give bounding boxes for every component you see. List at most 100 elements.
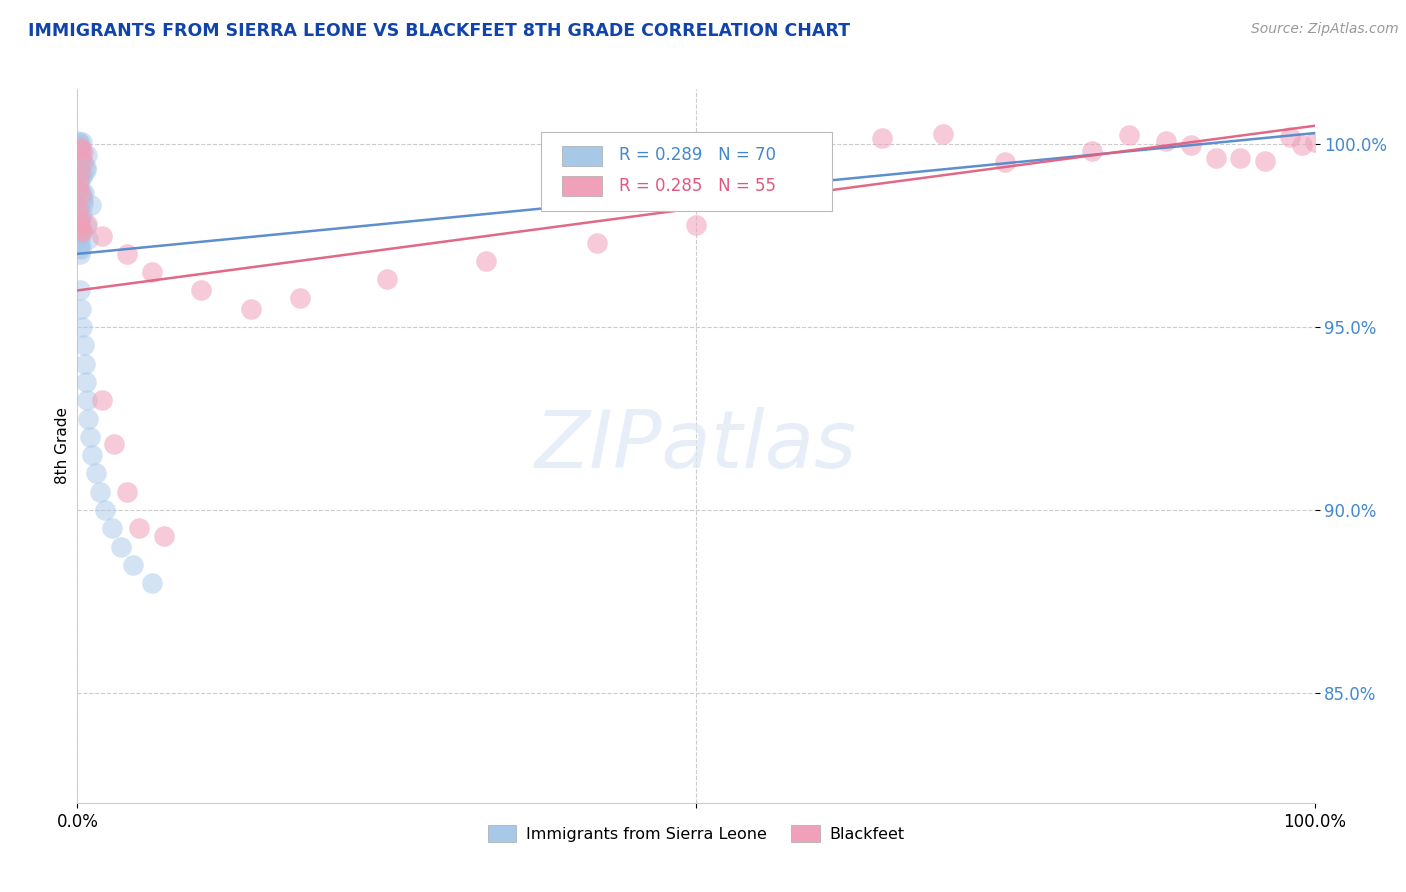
Point bbox=[67, 153, 90, 168]
Point bbox=[75, 162, 97, 177]
Point bbox=[1303, 135, 1326, 149]
Point bbox=[69, 166, 91, 180]
Point bbox=[76, 393, 98, 408]
Point bbox=[72, 169, 94, 184]
Point bbox=[67, 211, 90, 225]
Point bbox=[66, 192, 89, 206]
Point bbox=[77, 411, 100, 425]
Point bbox=[72, 167, 94, 181]
Text: R = 0.285   N = 55: R = 0.285 N = 55 bbox=[619, 177, 776, 194]
Point bbox=[288, 291, 311, 305]
Point bbox=[69, 140, 91, 154]
Point bbox=[72, 193, 94, 207]
Point bbox=[67, 186, 90, 200]
Point bbox=[76, 147, 98, 161]
Point bbox=[89, 484, 111, 499]
Point bbox=[67, 136, 90, 151]
Point bbox=[69, 219, 91, 234]
Point bbox=[67, 227, 90, 242]
Point bbox=[69, 198, 91, 212]
Point bbox=[69, 148, 91, 162]
Point bbox=[75, 375, 97, 389]
Point bbox=[69, 165, 91, 179]
Point bbox=[67, 178, 90, 192]
Point bbox=[69, 214, 91, 228]
Point bbox=[73, 357, 96, 371]
Point bbox=[69, 153, 91, 168]
Point bbox=[685, 218, 707, 232]
Point bbox=[72, 154, 94, 169]
Point bbox=[73, 186, 96, 200]
Point bbox=[84, 467, 107, 481]
Point bbox=[69, 156, 91, 170]
Point bbox=[67, 168, 90, 182]
Point bbox=[115, 247, 138, 261]
Point bbox=[141, 576, 163, 591]
FancyBboxPatch shape bbox=[541, 132, 832, 211]
Point bbox=[1118, 128, 1140, 142]
Point bbox=[72, 207, 94, 221]
Point bbox=[110, 540, 132, 554]
Point bbox=[70, 242, 93, 256]
Point bbox=[239, 301, 262, 316]
Point bbox=[75, 160, 97, 174]
Point bbox=[141, 265, 163, 279]
Point bbox=[122, 558, 145, 572]
Point bbox=[69, 236, 91, 251]
Point bbox=[153, 529, 176, 543]
Point bbox=[91, 228, 114, 243]
Point bbox=[747, 150, 769, 164]
Point bbox=[72, 338, 94, 352]
Point bbox=[67, 153, 90, 168]
Point bbox=[1154, 134, 1177, 148]
Y-axis label: 8th Grade: 8th Grade bbox=[55, 408, 70, 484]
Point bbox=[82, 448, 104, 462]
Point bbox=[870, 131, 893, 145]
Point bbox=[66, 190, 89, 204]
Point bbox=[70, 301, 93, 316]
Point bbox=[66, 211, 89, 225]
Bar bbox=[562, 145, 602, 166]
Point bbox=[69, 211, 91, 226]
Point bbox=[69, 136, 91, 151]
Point bbox=[69, 172, 91, 186]
Point bbox=[70, 222, 93, 236]
Point bbox=[70, 135, 93, 149]
Point bbox=[1291, 137, 1313, 152]
Bar bbox=[562, 177, 602, 196]
Point bbox=[67, 201, 90, 215]
Point bbox=[70, 226, 93, 240]
Point bbox=[67, 134, 90, 148]
Point bbox=[75, 219, 97, 234]
Point bbox=[67, 229, 90, 244]
Point bbox=[932, 127, 955, 141]
Point bbox=[190, 284, 212, 298]
Point bbox=[69, 284, 91, 298]
Point bbox=[72, 320, 94, 334]
Point bbox=[115, 484, 138, 499]
Point bbox=[69, 143, 91, 157]
Text: ZIPatlas: ZIPatlas bbox=[534, 407, 858, 485]
Point bbox=[128, 521, 150, 535]
Point bbox=[70, 188, 93, 202]
Point bbox=[66, 205, 89, 219]
Point bbox=[69, 142, 91, 156]
Point bbox=[808, 149, 831, 163]
Point bbox=[66, 163, 89, 178]
Point bbox=[586, 235, 609, 250]
Point bbox=[76, 218, 98, 232]
Point bbox=[67, 145, 90, 159]
Point bbox=[1081, 145, 1104, 159]
Point bbox=[69, 246, 91, 260]
Point bbox=[1229, 151, 1251, 165]
Point bbox=[1205, 151, 1227, 165]
Point bbox=[69, 213, 91, 227]
Point bbox=[69, 231, 91, 245]
Point bbox=[67, 194, 90, 209]
Point bbox=[70, 186, 93, 200]
Point bbox=[77, 231, 100, 245]
Point bbox=[67, 241, 90, 255]
Point bbox=[80, 198, 103, 212]
Point bbox=[67, 155, 90, 169]
Point bbox=[103, 437, 125, 451]
